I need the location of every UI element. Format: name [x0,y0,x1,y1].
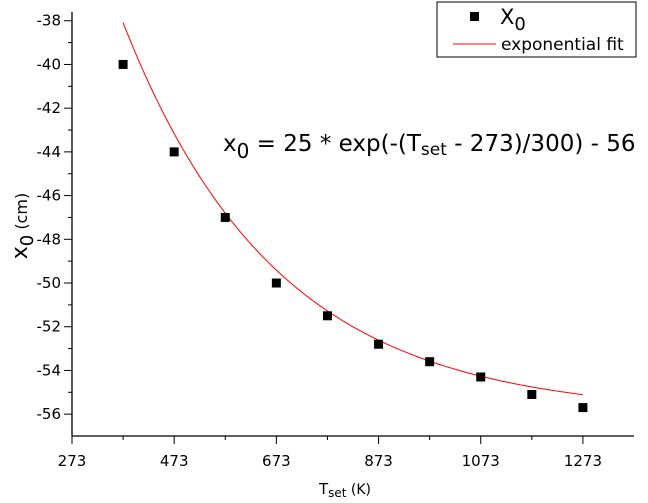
y-tick-label: -38 [37,12,62,30]
y-tick-label: -52 [37,318,62,336]
y-tick-label: -44 [37,143,62,161]
legend-box [436,1,637,58]
data-point [476,372,486,382]
y-tick-label: -54 [37,361,62,379]
y-axis-label-main: x [8,246,33,259]
y-tick-label: -48 [37,230,62,248]
x-tick-label: 273 [58,452,87,470]
x-axis-label-main: T [318,480,329,498]
fit-line-layer [122,22,583,396]
annotation-end: - 273)/300) - 56 [447,131,636,157]
y-axis-label-unit: (cm) [12,193,31,235]
y-tick-label: -46 [37,187,62,205]
legend-label-x0-main: X [500,5,514,29]
x-axis-label-sub: set [328,486,347,500]
annotation-t-sub: set [421,140,447,160]
y-tick-label: -40 [37,55,62,73]
fit-line [122,22,583,396]
legend-label-x0: X0 [500,5,526,35]
y-axis-label: x0 (cm) [8,193,38,259]
data-point [527,389,537,399]
plot-frame [71,12,634,437]
legend-marker-square [470,12,479,21]
legend-label-x0-sub: 0 [514,14,525,35]
x-axis-label-unit: (K) [346,482,371,498]
data-point [374,339,384,349]
data-point [118,59,128,69]
y-tick-label: -56 [37,405,62,423]
data-point [169,147,179,157]
data-points-layer [118,59,588,413]
x-tick-label: 673 [262,452,291,470]
annotation-x: x [223,131,237,157]
annotation-middle: = 25 * exp(-(T [249,131,421,157]
y-axis-ticks: -38 -40 -42 -44 -46 -48 -50 -52 -54 -56 [37,12,72,423]
x-tick-label: 1073 [462,452,500,470]
annotation-x-sub: 0 [237,139,250,163]
x-axis-ticks: 273 473 673 873 1073 1273 [58,436,602,470]
x-tick-label: 873 [364,452,393,470]
fit-equation-annotation: x0 = 25 * exp(-(Tset - 273)/300) - 56 [223,131,636,163]
x-tick-label: 473 [160,452,189,470]
y-tick-label: -42 [37,99,62,117]
y-tick-label: -50 [37,274,62,292]
data-point [271,278,281,288]
y-axis-label-sub: 0 [17,235,38,246]
legend: X0 exponential fit [436,1,637,58]
x-tick-label: 1273 [564,452,602,470]
data-point [220,212,230,222]
data-point [425,357,435,367]
legend-label-fit: exponential fit [501,35,624,55]
data-point [322,311,332,321]
x-axis-label: Tset (K) [318,480,371,500]
data-point [578,403,588,413]
